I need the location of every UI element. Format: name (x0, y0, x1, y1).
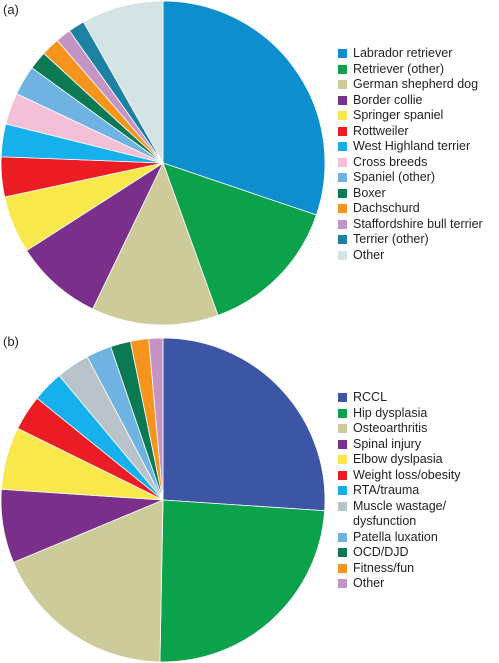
legend-item-retriever-other: Retriever (other) (338, 62, 483, 78)
pie-slice-retriever-other (162, 162, 317, 316)
legend-label: Fitness/fun (353, 560, 415, 575)
legend-label: Labrador retriever (353, 46, 453, 60)
legend-label: Dachschurd (353, 201, 420, 215)
legend-label: Terrier (other) (353, 232, 429, 246)
legend-label: Muscle wastage/ dysfunction (353, 498, 447, 529)
legend-item-springer-spaniel: Springer spaniel (338, 108, 483, 124)
legend-item-hip-dysplasia: Hip dysplasia (338, 406, 465, 422)
legend-label: Patella luxation (353, 529, 438, 544)
legend-item-spinal-injury: Spinal injury (338, 437, 465, 453)
legend-swatch (338, 64, 347, 74)
legend-item-other: Other (338, 248, 483, 264)
chart-panel-b: (b) RCCL Hip dysplasia Osteoarthritis Spina… (0, 332, 499, 663)
legend-swatch (338, 439, 347, 449)
legend-label: Other (353, 247, 385, 262)
panel-label: (b) (3, 334, 19, 349)
legend-label: Spaniel (other) (353, 170, 435, 184)
legend-label: RTA/trauma (353, 483, 420, 497)
legend-item-rccl: RCCL (338, 390, 465, 406)
legend-label: Elbow dyslpasia (353, 452, 443, 466)
legend-item-elbow-dyslpasia: Elbow dyslpasia (338, 452, 465, 468)
legend-label: Retriever (other) (353, 61, 444, 76)
pie-slice-osteoarthritis (12, 499, 164, 663)
pie-slice-border-collie (26, 161, 164, 310)
legend-item-german-shepherd-dog: German shepherd dog (338, 77, 483, 93)
legend-label: Hip dysplasia (353, 405, 428, 420)
legend-swatch (338, 486, 347, 495)
legend-swatch (338, 80, 347, 89)
legend-item-border-collie: Border collie (338, 93, 483, 109)
legend-swatch (338, 142, 347, 151)
legend-item-terrier-other: Terrier (other) (338, 232, 483, 248)
pie-slice-other (148, 337, 164, 501)
pie-slice-german-shepherd-dog (92, 161, 219, 326)
legend-label: West Highland terrier (353, 139, 471, 153)
legend-item-patella-luxation: Patella luxation (338, 530, 465, 546)
legend-label: Cross breeds (353, 154, 428, 169)
legend-item-ocd-djd: OCD/DJD (338, 545, 465, 561)
legend-label: Springer spaniel (353, 108, 444, 122)
legend-swatch (338, 393, 347, 402)
panel-label: (a) (3, 2, 19, 17)
legend-item-rta-trauma: RTA/trauma (338, 483, 465, 499)
legend-swatch (338, 470, 347, 480)
legend-swatch (338, 173, 347, 182)
legend-swatch (338, 455, 347, 464)
legend-swatch (338, 188, 347, 198)
legend-label: RCCL (353, 390, 388, 404)
legend-item-labrador-retriever: Labrador retriever (338, 46, 483, 62)
legend-swatch (338, 250, 347, 260)
legend-swatch (338, 579, 347, 588)
legend-item-osteoarthritis: Osteoarthritis (338, 421, 465, 437)
pie-slice-rccl (162, 337, 326, 512)
legend-item-rottweiler: Rottweiler (338, 124, 483, 140)
legend-item-muscle-wastage-dysfunction: Muscle wastage/ dysfunction (338, 499, 465, 530)
legend-label: Weight loss/obesity (353, 467, 461, 482)
legend-label: Boxer (353, 185, 386, 200)
legend-label: Border collie (353, 92, 423, 107)
legend-item-boxer: Boxer (338, 186, 483, 202)
legend-swatch (338, 204, 347, 213)
legend-item-spaniel-other: Spaniel (other) (338, 170, 483, 186)
legend-label: Rottweiler (353, 123, 409, 138)
legend-item-cross-breeds: Cross breeds (338, 155, 483, 171)
legend-a: Labrador retriever Retriever (other) Germa… (338, 46, 483, 263)
legend-item-weight-loss-obesity: Weight loss/obesity (338, 468, 465, 484)
legend-swatch (338, 408, 347, 418)
legend-swatch (338, 126, 347, 136)
legend-item-staffordshire-bull-terrier: Staffordshire bull terrier (338, 217, 483, 233)
legend-label: Other (353, 576, 385, 590)
legend-swatch (338, 563, 347, 573)
legend-label: Osteoarthritis (353, 421, 428, 435)
pie-chart-b (0, 337, 326, 663)
pie-slice-labrador-retriever (162, 0, 326, 216)
legend-b: RCCL Hip dysplasia Osteoarthritis Spinal in… (338, 390, 465, 592)
legend-swatch (338, 157, 347, 167)
legend-swatch (338, 501, 347, 511)
pie-slice-hip-dysplasia (159, 499, 326, 663)
legend-label: OCD/DJD (353, 545, 409, 559)
legend-swatch (338, 49, 347, 58)
legend-item-west-highland-terrier: West Highland terrier (338, 139, 483, 155)
legend-swatch (338, 235, 347, 244)
legend-swatch (338, 95, 347, 105)
legend-swatch (338, 424, 347, 433)
pie-chart-a (0, 0, 326, 326)
legend-label: German shepherd dog (353, 77, 479, 91)
chart-panel-a: (a) Labrador retriever Retriever (other) G… (0, 0, 483, 326)
legend-swatch (338, 548, 347, 557)
legend-label: Spinal injury (353, 436, 422, 451)
legend-swatch (338, 219, 347, 229)
pie-slice-other (82, 0, 164, 165)
legend-label: Staffordshire bull terrier (353, 216, 483, 231)
legend-item-other: Other (338, 576, 465, 592)
legend-swatch (338, 111, 347, 120)
legend-swatch (338, 532, 347, 542)
legend-item-dachschurd: Dachschurd (338, 201, 483, 217)
legend-item-fitness-fun: Fitness/fun (338, 561, 465, 577)
